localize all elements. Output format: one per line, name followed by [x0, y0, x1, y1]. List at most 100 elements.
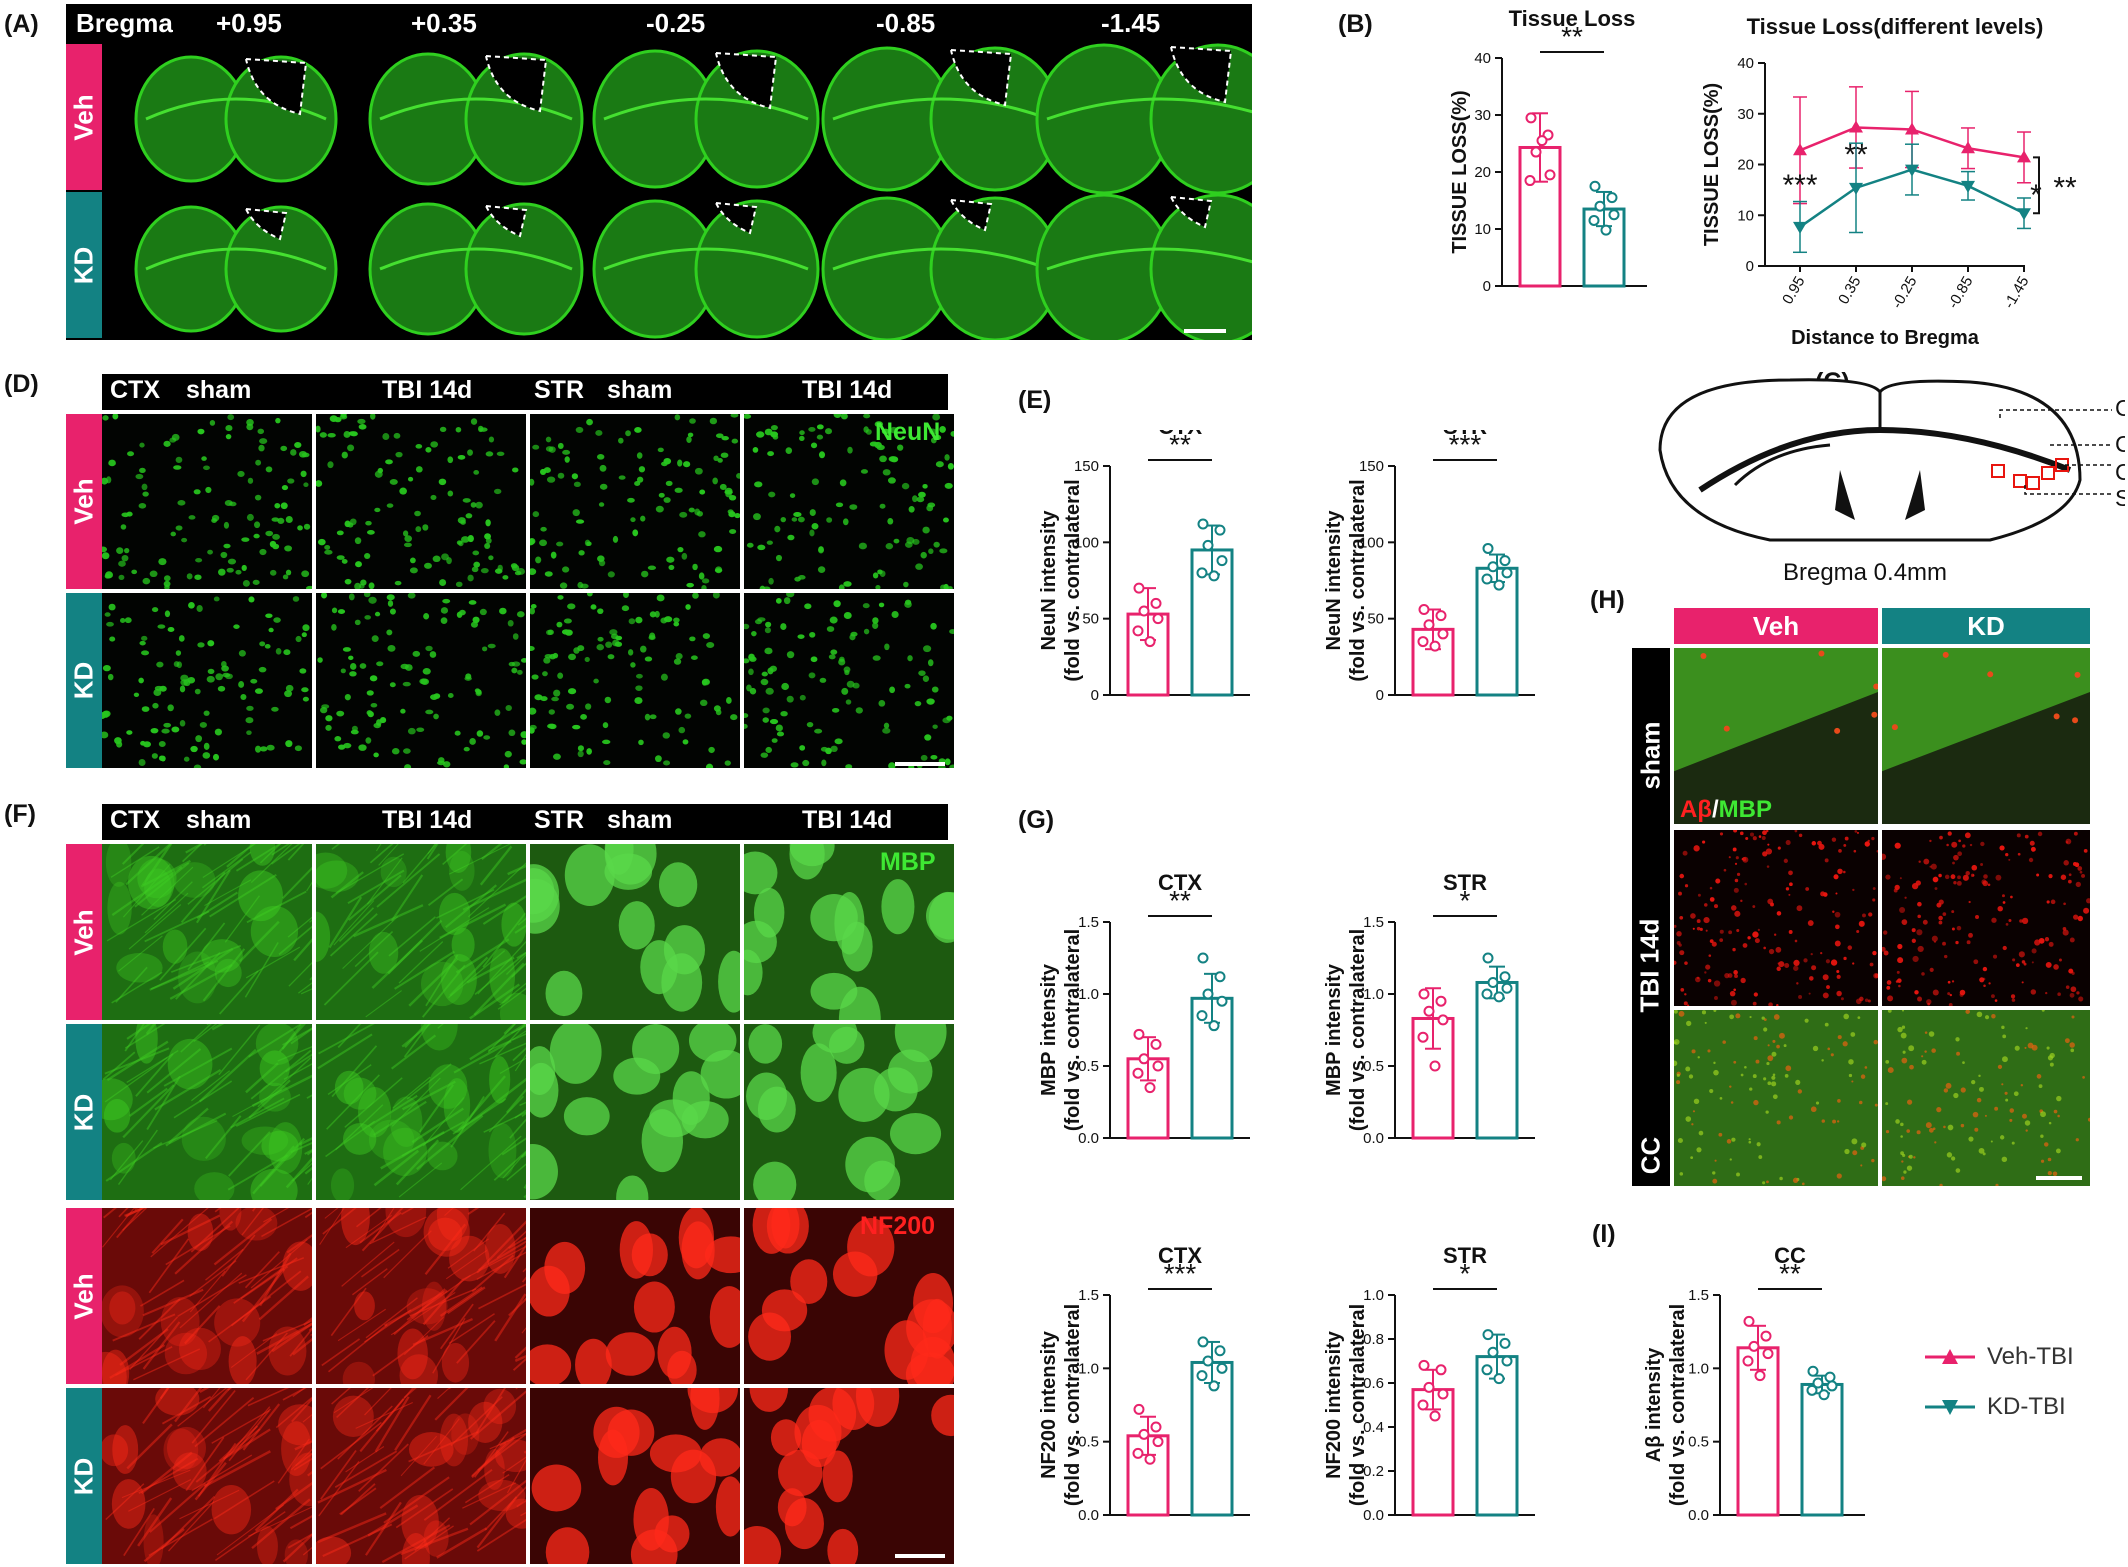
- data-point: [1905, 164, 1919, 177]
- chart-mbp-ctx: CTX MBP intensity (fold vs. contralateral0…: [1038, 870, 1250, 1147]
- data-point: [1150, 1038, 1162, 1050]
- y-tick-label: 1.5: [1078, 914, 1099, 931]
- abeta-mbp-image: [1882, 648, 2090, 824]
- y-tick-label: 0.5: [1078, 1058, 1099, 1075]
- significance-label: **: [1844, 139, 1868, 172]
- lesion-outline: [950, 199, 993, 232]
- mbp-image: [316, 844, 526, 1020]
- brain-section: [592, 49, 820, 189]
- data-point: [1481, 1364, 1493, 1376]
- significance-label: **: [1169, 430, 1191, 460]
- legend-item-kd: KD-TBI: [1925, 1393, 2066, 1421]
- x-tick-label: 0.35: [1835, 274, 1864, 308]
- data-point: [1481, 573, 1493, 585]
- row-label-veh: Veh: [66, 844, 102, 1020]
- nf200-image: [316, 1388, 526, 1564]
- mbp-image: [744, 1024, 954, 1200]
- significance-label: **: [1779, 1258, 1801, 1289]
- header-tbi: TBI 14d: [382, 806, 473, 834]
- data-point: [1493, 579, 1505, 591]
- chart-abeta-cc: CC Aβ intensity (fold vs. contralateral0.0…: [1643, 1243, 1865, 1524]
- data-point: [1608, 209, 1620, 221]
- nf200-image: [530, 1388, 740, 1564]
- data-point: [1216, 995, 1228, 1007]
- data-point: [1208, 1380, 1220, 1392]
- y-axis-label: NF200 intensity: [1038, 1330, 1060, 1479]
- data-point: [1501, 982, 1513, 994]
- data-point: [1208, 1020, 1220, 1032]
- y-tick-label: 0: [1746, 258, 1754, 275]
- header-tbi: TBI 14d: [382, 376, 473, 404]
- triangle-up-icon: [1925, 1349, 1975, 1364]
- data-point: [1849, 120, 1863, 133]
- bregma-level: +0.35: [411, 8, 477, 38]
- data-point: [1418, 988, 1430, 1000]
- mbp-image: [530, 844, 740, 1020]
- chart-title: STR: [1443, 430, 1487, 439]
- lesion-outline: [245, 58, 308, 116]
- chart-title: STR: [1443, 870, 1487, 895]
- y-axis-label: MBP intensity: [1323, 963, 1345, 1096]
- panel-label-g: (G): [1018, 806, 1055, 834]
- data-point: [1501, 1355, 1513, 1367]
- row-label-veh: Veh: [66, 44, 102, 190]
- legend-label: Veh-TBI: [1987, 1343, 2074, 1370]
- significance-label: **: [1561, 21, 1583, 52]
- brain-outline: [1658, 378, 2082, 542]
- lesion-outline: [1170, 196, 1213, 229]
- data-point: [1493, 991, 1505, 1003]
- y-axis-label: (fold vs. contralateral: [1062, 1304, 1084, 1506]
- significance-bracket: [2033, 156, 2040, 215]
- bar: [1475, 980, 1519, 1140]
- data-point: [1806, 1384, 1818, 1396]
- data-point: [1197, 518, 1209, 530]
- y-tick-label: 1.0: [1078, 986, 1099, 1003]
- data-point: [1530, 146, 1542, 158]
- data-point: [1742, 1355, 1754, 1367]
- data-point: [1216, 1362, 1228, 1374]
- brain-section: [368, 202, 584, 336]
- bregma-level: -0.25: [646, 8, 706, 38]
- chart-mbp-str: STR MBP intensity (fold vs. contralateral0…: [1323, 870, 1535, 1147]
- corpus-callosum: [1698, 426, 2072, 493]
- y-tick-label: 50: [1367, 611, 1384, 628]
- row-label-kd: KD: [66, 192, 102, 338]
- y-tick-label: 0.0: [1078, 1130, 1099, 1147]
- data-point: [1826, 1380, 1838, 1392]
- y-tick-label: 0.8: [1363, 1331, 1384, 1348]
- data-point: [1812, 1377, 1824, 1389]
- lesion-outline: [245, 208, 288, 241]
- panel-label-e: (E): [1018, 386, 1052, 414]
- y-tick-label: 0: [1376, 687, 1384, 704]
- y-axis-label: (fold vs. contralateral: [1062, 479, 1084, 681]
- y-tick-label: 0: [1483, 278, 1491, 295]
- y-tick-label: 0.4: [1363, 1419, 1384, 1436]
- data-point: [1196, 1370, 1208, 1382]
- y-axis-label: TISSUE LOSS(%): [1449, 90, 1471, 253]
- data-point: [1152, 1060, 1164, 1072]
- roi-box: [2026, 476, 2040, 490]
- chart-nf200-ctx: CTX NF200 intensity (fold vs. contralatera…: [1038, 1243, 1250, 1524]
- ventricle: [1905, 470, 1925, 520]
- panel-label-h: (H): [1590, 586, 1625, 614]
- stain-label-nf200: NF200: [860, 1212, 936, 1240]
- y-axis-label: Aβ intensity: [1643, 1347, 1665, 1462]
- bregma-level: +0.95: [216, 8, 282, 38]
- y-tick-label: 0.5: [1363, 1058, 1384, 1075]
- data-point: [1144, 1082, 1156, 1094]
- data-point: [1132, 1067, 1144, 1079]
- y-tick-label: 0.5: [1078, 1434, 1099, 1451]
- y-tick-label: 0.5: [1688, 1434, 1709, 1451]
- y-axis-label: (fold vs. contralateral: [1347, 929, 1369, 1131]
- data-point: [1606, 192, 1618, 204]
- significance-label: **: [1169, 885, 1191, 916]
- y-axis-label: NF200 intensity: [1323, 1330, 1345, 1479]
- y-axis-label: TISSUE LOSS(%): [1701, 83, 1723, 246]
- data-point: [1437, 1014, 1449, 1026]
- panel-label-f: (F): [4, 800, 36, 828]
- chart-nf200-str: STR NF200 intensity (fold vs. contralatera…: [1323, 1243, 1535, 1524]
- data-point: [1437, 628, 1449, 640]
- significance-label: *: [1460, 1258, 1471, 1289]
- brain-section: [368, 52, 584, 186]
- chart-neun-str: STR NeuN intensity(fold vs. contralateral…: [1323, 430, 1535, 704]
